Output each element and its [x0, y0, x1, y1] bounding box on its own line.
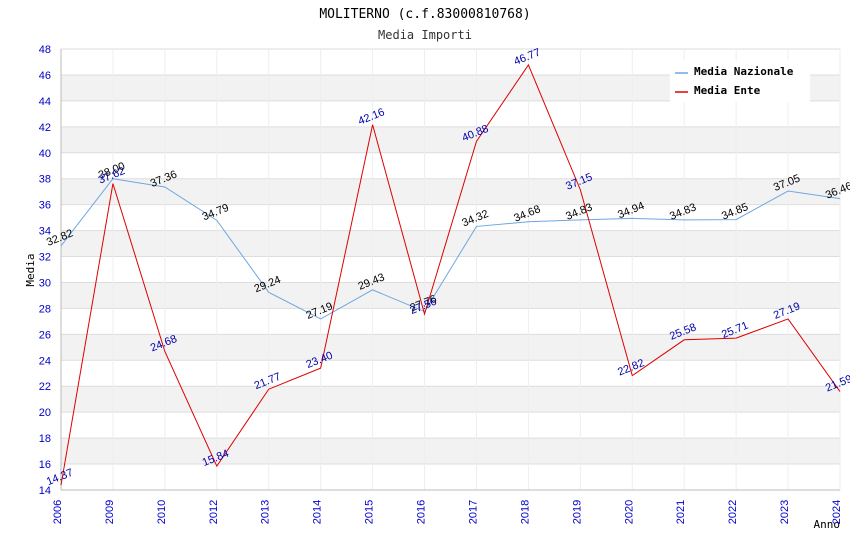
chart-title: MOLITERNO (c.f.83000810768): [319, 7, 530, 22]
x-tick-label: 2023: [779, 500, 791, 524]
x-tick-label: 2020: [623, 500, 635, 524]
y-tick-label: 30: [39, 277, 51, 289]
plot-band: [61, 438, 840, 465]
x-tick-label: 2022: [727, 500, 739, 524]
y-tick-label: 26: [39, 329, 51, 341]
series-lines: [60, 63, 841, 486]
series-line-media-nazionale: [60, 178, 841, 320]
x-axis-label: Anno: [814, 518, 841, 531]
y-tick-label: 24: [39, 355, 51, 367]
y-tick-label: 32: [39, 252, 51, 264]
y-tick-label: 40: [39, 148, 51, 160]
y-axis-label: Media: [24, 253, 37, 286]
legend-label-media-nazionale: Media Nazionale: [694, 65, 794, 78]
plot-band: [61, 178, 840, 205]
y-tick-labels: 14 16 18 20 22 24 26 28 30 32 34 36 38 40 42 44 46 48: [39, 44, 51, 497]
x-tick-labels: 2006 2009 2010 2012 2013 2014 2015 2016 2017 2018…: [52, 500, 843, 524]
x-tick-label: 2019: [571, 500, 583, 524]
series-line-media-ente: [60, 63, 841, 486]
plot-band: [61, 282, 840, 309]
y-tick-label: 38: [39, 174, 51, 186]
plot-background-bands: [61, 74, 840, 465]
x-tick-label: 2017: [467, 500, 479, 524]
y-tick-label: 44: [39, 96, 51, 108]
legend-label-media-ente: Media Ente: [694, 84, 761, 97]
y-tick-label: 36: [39, 200, 51, 212]
y-tick-label: 18: [39, 433, 51, 445]
x-tick-label: 2015: [364, 500, 376, 524]
axes: [60, 49, 840, 491]
y-tick-label: 48: [39, 44, 51, 56]
data-label-media-ente: 42.16: [356, 106, 386, 127]
x-tick-label: 2013: [260, 500, 272, 524]
y-tick-label: 22: [39, 381, 51, 393]
plot-band: [61, 230, 840, 257]
x-tick-label: 2009: [104, 500, 116, 524]
y-tick-label: 42: [39, 122, 51, 134]
x-tick-label: 2010: [156, 500, 168, 524]
y-tick-label: 14: [39, 485, 51, 497]
x-tick-label: 2014: [312, 500, 324, 524]
y-tick-label: 20: [39, 407, 51, 419]
x-tick-label: 2006: [52, 500, 64, 524]
y-tick-label: 28: [39, 303, 51, 315]
x-tick-label: 2012: [208, 500, 220, 524]
x-tick-label: 2024: [831, 500, 843, 524]
legend: Media Nazionale Media Ente: [670, 60, 810, 102]
data-label-media-ente: 46.77: [512, 46, 542, 67]
chart-subtitle: Media Importi: [378, 28, 472, 42]
x-tick-label: 2021: [675, 500, 687, 524]
plot-band: [61, 126, 840, 153]
y-tick-label: 34: [39, 226, 51, 238]
data-label-media-nazionale: 34.32: [460, 208, 490, 229]
legend-box: [670, 60, 810, 102]
x-tick-label: 2016: [416, 500, 428, 524]
y-tick-label: 46: [39, 70, 51, 82]
y-tick-label: 16: [39, 459, 51, 471]
x-tick-label: 2018: [519, 500, 531, 524]
plot-band: [61, 386, 840, 413]
